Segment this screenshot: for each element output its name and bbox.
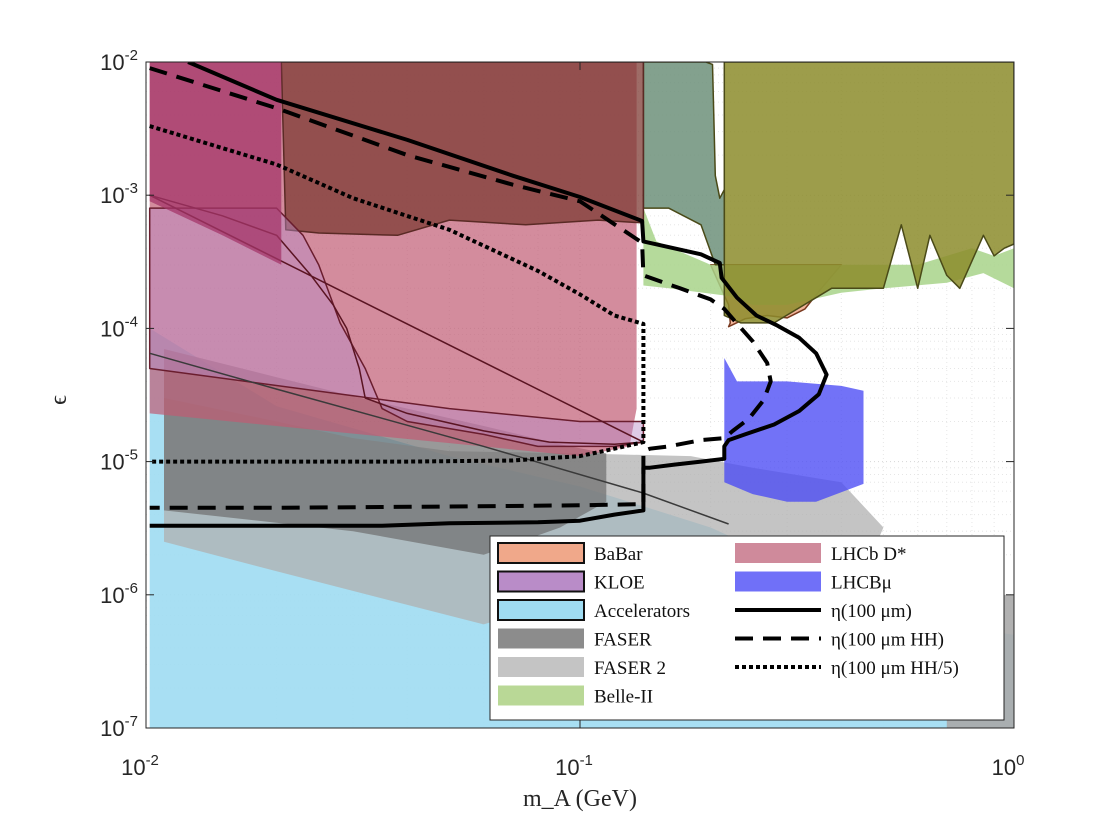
legend-label: Belle-II bbox=[594, 687, 653, 708]
legend-swatch bbox=[498, 657, 584, 677]
region-boundary-line bbox=[149, 352, 729, 525]
legend-label: Accelerators bbox=[594, 601, 690, 622]
x-axis-label: m_A (GeV) bbox=[523, 786, 637, 812]
legend-label: LHCb D* bbox=[831, 544, 906, 565]
legend-entry-faser: FASER bbox=[498, 628, 652, 651]
legend-label: FASER bbox=[594, 630, 652, 651]
region-magenta-overlay bbox=[149, 62, 282, 265]
legend-label: LHCBμ bbox=[831, 573, 892, 594]
legend-swatch bbox=[498, 685, 584, 706]
x-tick-label: 10-2 bbox=[121, 752, 159, 780]
legend-label: η(100 μm HH) bbox=[831, 630, 944, 651]
legend-swatch bbox=[497, 599, 585, 621]
x-tick-label: 10-1 bbox=[555, 752, 593, 780]
region-teal-overlay bbox=[642, 62, 726, 266]
ticks: 10-2 10-1 100 10-7 10-6 10-5 10-4 10-3 10-2 bbox=[100, 47, 1024, 780]
legend-label: η(100 μm) bbox=[831, 601, 912, 622]
curve-layer bbox=[149, 62, 829, 528]
y-tick-label: 10-7 bbox=[100, 713, 138, 741]
region-kloe bbox=[148, 207, 645, 448]
curve-100-m-hh-5 bbox=[149, 124, 646, 464]
region-kloe-border bbox=[148, 194, 645, 445]
legend-swatch bbox=[498, 628, 584, 649]
y-tick-label: 10-2 bbox=[100, 47, 138, 75]
region-lhcb bbox=[724, 358, 864, 502]
legend-swatch bbox=[497, 542, 585, 564]
curve-100-m-hh bbox=[149, 66, 773, 510]
legend-swatch bbox=[735, 571, 821, 592]
legend-label: FASER 2 bbox=[594, 658, 666, 679]
legend-entry-accelerators: Accelerators bbox=[497, 599, 690, 622]
legend-entry-100-m-hh-5: η(100 μm HH/5) bbox=[735, 658, 959, 679]
legend-entry-100-m-hh: η(100 μm HH) bbox=[735, 630, 944, 651]
y-tick-label: 10-6 bbox=[100, 580, 138, 608]
y-tick-label: 10-3 bbox=[100, 180, 138, 208]
legend: BaBar KLOE Accelerators FASER FASER 2 Belle-I… bbox=[489, 535, 1005, 721]
legend-swatch bbox=[735, 543, 821, 563]
legend-label: KLOE bbox=[594, 573, 645, 594]
legend-entry-babar: BaBar bbox=[497, 542, 643, 565]
y-tick-label: 10-4 bbox=[100, 313, 138, 341]
legend-entry-faser-2: FASER 2 bbox=[498, 657, 666, 679]
y-tick-label: 10-5 bbox=[100, 447, 138, 475]
legend-label: BaBar bbox=[594, 544, 643, 565]
legend-entry-kloe: KLOE bbox=[497, 570, 645, 594]
legend-entry-belle-ii: Belle-II bbox=[498, 685, 653, 708]
curve-100-m bbox=[149, 62, 829, 528]
legend-entry-100-m: η(100 μm) bbox=[735, 601, 912, 622]
legend-swatch bbox=[497, 570, 585, 593]
y-axis-label: ϵ bbox=[46, 395, 72, 405]
region-brown-overlay bbox=[280, 62, 645, 237]
legend-entry-lhcb: LHCBμ bbox=[735, 571, 892, 594]
legend-label: η(100 μm HH/5) bbox=[831, 658, 959, 679]
x-tick-label: 100 bbox=[992, 752, 1025, 780]
legend-entry-lhcb-d: LHCb D* bbox=[735, 543, 906, 565]
